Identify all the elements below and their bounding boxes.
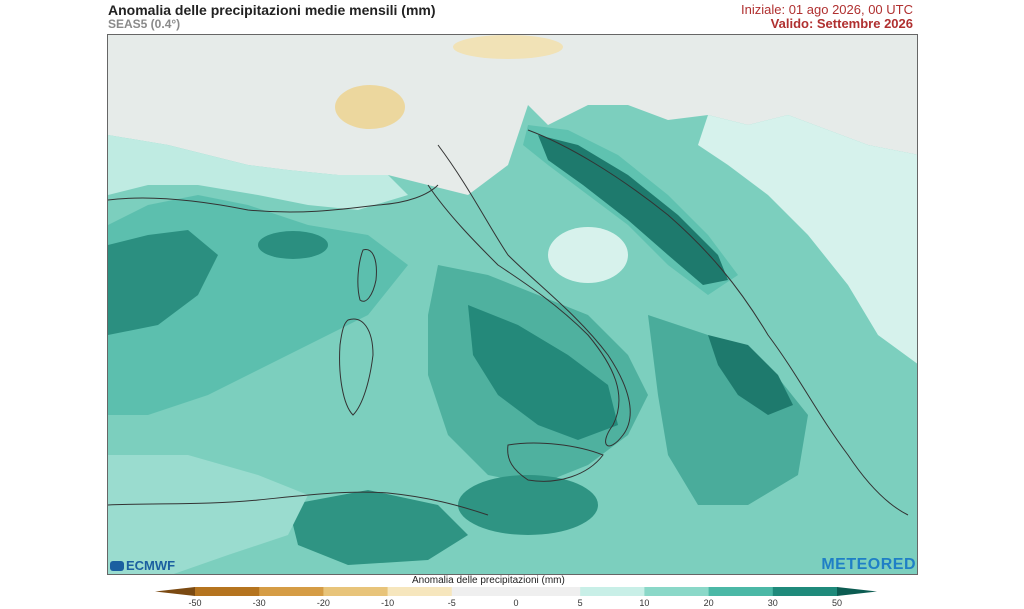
strong-anomaly-sicily-south [458,475,598,535]
medium-anomaly-ionian [648,315,808,505]
strong-anomaly-sardinia-west [258,231,328,259]
sicily-coastline [507,442,604,482]
france-coastline [108,184,439,213]
dry-anomaly-north [453,35,563,59]
colorbar-tick-label: -10 [381,598,395,608]
colorbar-segment [580,587,645,596]
ecmwf-logo: ECMWF [110,558,175,573]
colorbar-arrow-right [837,587,877,596]
colorbar-segment [323,587,389,596]
colorbar-segment [708,587,774,596]
corsica-coastline [357,249,377,302]
colorbar-tick-label: -5 [447,598,456,608]
colorbar-tick-label: -50 [188,598,202,608]
light-anomaly-north-africa [108,455,308,574]
colorbar-segment [451,587,517,596]
colorbar-tick-label: 30 [767,598,778,608]
africa-coastline [108,491,489,516]
light-anomaly-zone-adriatic [548,227,628,283]
init-date-label: Iniziale: 01 ago 2026, 00 UTC [741,2,913,17]
colorbar-tick-label: 10 [639,598,650,608]
light-anomaly-zone-west [108,135,408,210]
map-title: Anomalia delle precipitazioni medie mens… [108,2,436,18]
strong-anomaly-albania [708,335,793,415]
sardinia-coastline [339,318,374,416]
valid-period-label: Valido: Settembre 2026 [770,16,913,31]
meteored-logo: METEORED [821,556,916,573]
colorbar-tick-label: 0 [513,598,519,608]
italy-coastline [427,144,631,447]
strong-anomaly-south-tyrrhenian [468,305,618,440]
balkan-coastline [527,129,909,516]
precipitation-anomaly-map [107,34,918,575]
strong-anomaly-ligurian [108,230,218,335]
ecmwf-logo-text: ECMWF [126,558,176,573]
land-north-region [108,35,917,195]
strong-anomaly-croatia-coast [538,135,728,285]
colorbar [155,587,877,596]
colorbar-segment [516,587,581,596]
map-canvas [108,35,917,574]
colorbar-segment [195,587,260,596]
colorbar-segment [772,587,838,596]
colorbar-tick-label: 5 [577,598,583,608]
strong-anomaly-libya-sea [288,490,468,565]
model-subtitle: SEAS5 (0.4°) [108,17,181,31]
light-anomaly-zone-balkans [698,115,917,364]
colorbar-tick-label: 20 [703,598,714,608]
colorbar-segment [387,587,453,596]
colorbar-tick-label: 50 [831,598,843,608]
colorbar-segment [259,587,324,596]
colorbar-arrow-left [155,587,195,596]
colorbar-tick-label: -20 [316,598,330,608]
colorbar-tick-label: -30 [252,598,266,608]
dry-anomaly-alps [335,85,405,129]
ecmwf-mark-icon [110,561,124,571]
colorbar-title: Anomalia delle precipitazioni (mm) [412,575,565,586]
colorbar-segment [644,587,710,596]
